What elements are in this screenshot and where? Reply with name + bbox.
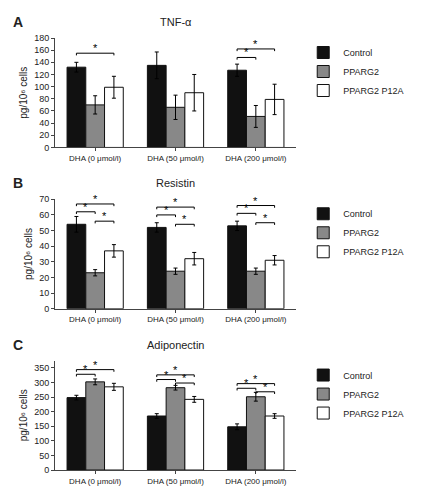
svg-text:DHA (0 μmol/l): DHA (0 μmol/l) bbox=[69, 154, 122, 163]
svg-text:*: * bbox=[102, 210, 107, 222]
svg-text:180: 180 bbox=[34, 33, 49, 43]
svg-text:*: * bbox=[263, 381, 268, 393]
svg-text:*: * bbox=[173, 196, 178, 208]
svg-text:PPARG2: PPARG2 bbox=[343, 228, 379, 238]
svg-text:PPARG2 P12A: PPARG2 P12A bbox=[343, 86, 403, 96]
svg-text:*: * bbox=[182, 213, 187, 225]
svg-text:*: * bbox=[164, 204, 169, 216]
svg-text:0: 0 bbox=[44, 143, 49, 153]
svg-text:*: * bbox=[93, 193, 98, 205]
svg-text:A: A bbox=[13, 14, 23, 30]
svg-text:*: * bbox=[93, 42, 98, 54]
svg-text:DHA (0 μmol/l): DHA (0 μmol/l) bbox=[69, 477, 122, 486]
svg-text:DHA (200 μmol/l): DHA (200 μmol/l) bbox=[225, 477, 286, 486]
svg-text:Control: Control bbox=[343, 371, 372, 381]
svg-text:50: 50 bbox=[39, 226, 49, 236]
svg-text:300: 300 bbox=[34, 378, 49, 388]
svg-text:DHA (50 μmol/l): DHA (50 μmol/l) bbox=[147, 315, 204, 324]
svg-text:Control: Control bbox=[343, 209, 372, 219]
svg-text:DHA (0 μmol/l): DHA (0 μmol/l) bbox=[69, 315, 122, 324]
svg-text:TNF-α: TNF-α bbox=[160, 16, 192, 28]
svg-text:DHA (200 μmol/l): DHA (200 μmol/l) bbox=[225, 154, 286, 163]
svg-text:Control: Control bbox=[343, 48, 372, 58]
svg-text:30: 30 bbox=[39, 257, 49, 267]
svg-text:*: * bbox=[253, 38, 258, 50]
svg-text:pg/10⁶ cells: pg/10⁶ cells bbox=[23, 228, 34, 280]
svg-text:10: 10 bbox=[39, 288, 49, 298]
svg-text:200: 200 bbox=[34, 407, 49, 417]
svg-text:350: 350 bbox=[34, 363, 49, 373]
svg-text:*: * bbox=[182, 372, 187, 384]
svg-text:*: * bbox=[253, 195, 258, 207]
svg-text:20: 20 bbox=[39, 130, 49, 140]
svg-text:100: 100 bbox=[34, 436, 49, 446]
svg-text:DHA (200 μmol/l): DHA (200 μmol/l) bbox=[225, 315, 286, 324]
svg-text:Adiponectin: Adiponectin bbox=[147, 339, 205, 351]
svg-text:140: 140 bbox=[34, 57, 49, 67]
svg-text:*: * bbox=[164, 369, 169, 381]
svg-text:20: 20 bbox=[39, 273, 49, 283]
svg-text:*: * bbox=[253, 373, 258, 385]
svg-text:40: 40 bbox=[39, 118, 49, 128]
svg-text:pg/10⁶ cells: pg/10⁶ cells bbox=[18, 67, 29, 119]
svg-text:PPARG2 P12A: PPARG2 P12A bbox=[343, 247, 403, 257]
svg-text:50: 50 bbox=[39, 451, 49, 461]
svg-text:PPARG2: PPARG2 bbox=[343, 67, 379, 77]
svg-text:60: 60 bbox=[39, 106, 49, 116]
svg-text:PPARG2: PPARG2 bbox=[343, 390, 379, 400]
svg-text:DHA (50 μmol/l): DHA (50 μmol/l) bbox=[147, 477, 204, 486]
svg-text:*: * bbox=[244, 202, 249, 214]
svg-text:60: 60 bbox=[39, 210, 49, 220]
svg-text:*: * bbox=[83, 363, 88, 375]
svg-text:B: B bbox=[13, 175, 23, 191]
svg-text:*: * bbox=[244, 377, 249, 389]
svg-text:*: * bbox=[263, 212, 268, 224]
svg-text:pg/10⁶ cells: pg/10⁶ cells bbox=[18, 389, 29, 441]
svg-text:80: 80 bbox=[39, 94, 49, 104]
svg-text:0: 0 bbox=[44, 304, 49, 314]
svg-text:100: 100 bbox=[34, 82, 49, 92]
svg-text:250: 250 bbox=[34, 392, 49, 402]
svg-text:0: 0 bbox=[44, 465, 49, 475]
svg-text:*: * bbox=[173, 364, 178, 376]
svg-text:120: 120 bbox=[34, 70, 49, 80]
svg-text:*: * bbox=[83, 201, 88, 213]
svg-text:DHA (50 μmol/l): DHA (50 μmol/l) bbox=[147, 154, 204, 163]
svg-text:160: 160 bbox=[34, 45, 49, 55]
svg-text:*: * bbox=[244, 46, 249, 58]
svg-text:C: C bbox=[13, 337, 23, 353]
svg-text:PPARG2 P12A: PPARG2 P12A bbox=[343, 409, 403, 419]
svg-text:*: * bbox=[93, 359, 98, 371]
svg-text:40: 40 bbox=[39, 241, 49, 251]
svg-text:Resistin: Resistin bbox=[156, 177, 195, 189]
svg-text:150: 150 bbox=[34, 421, 49, 431]
svg-text:70: 70 bbox=[39, 194, 49, 204]
